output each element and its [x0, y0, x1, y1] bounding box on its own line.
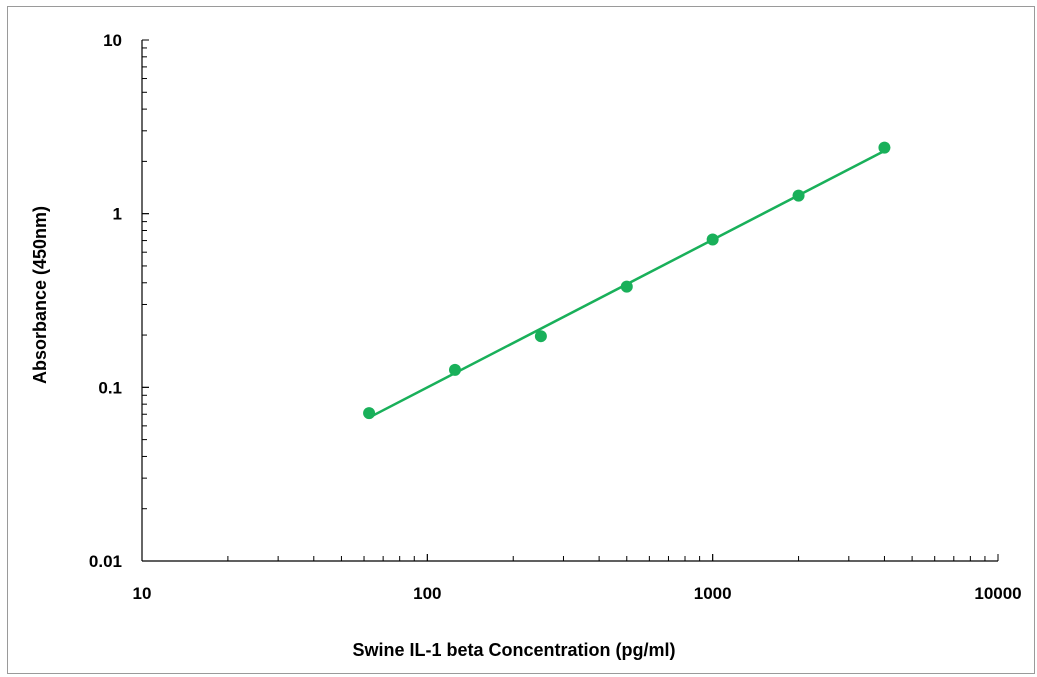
- x-minor-ticks: [141, 554, 999, 561]
- data-point: [620, 280, 633, 293]
- x-tick-label: 10: [133, 584, 152, 603]
- x-axis-title: Swine IL-1 beta Concentration (pg/ml): [352, 640, 675, 660]
- y-tick-labels: 10 1 0.1 0.01: [89, 31, 122, 571]
- x-tick-label: 100: [413, 584, 441, 603]
- data-point: [534, 330, 547, 343]
- y-tick-label: 10: [103, 31, 122, 50]
- data-point: [878, 141, 891, 154]
- data-point: [792, 189, 805, 202]
- data-point: [363, 407, 376, 420]
- x-tick-label: 10000: [974, 584, 1021, 603]
- data-points: [363, 141, 891, 420]
- y-minor-ticks: [142, 39, 149, 562]
- y-axis-title: Absorbance (450nm): [30, 206, 50, 384]
- y-tick-label: 1: [113, 205, 122, 224]
- data-point: [448, 363, 461, 376]
- x-tick-labels: 10 100 1000 10000: [133, 584, 1022, 603]
- data-point: [706, 233, 719, 246]
- axes: [141, 39, 999, 562]
- x-tick-label: 1000: [694, 584, 732, 603]
- y-tick-label: 0.01: [89, 552, 122, 571]
- y-tick-label: 0.1: [98, 378, 122, 397]
